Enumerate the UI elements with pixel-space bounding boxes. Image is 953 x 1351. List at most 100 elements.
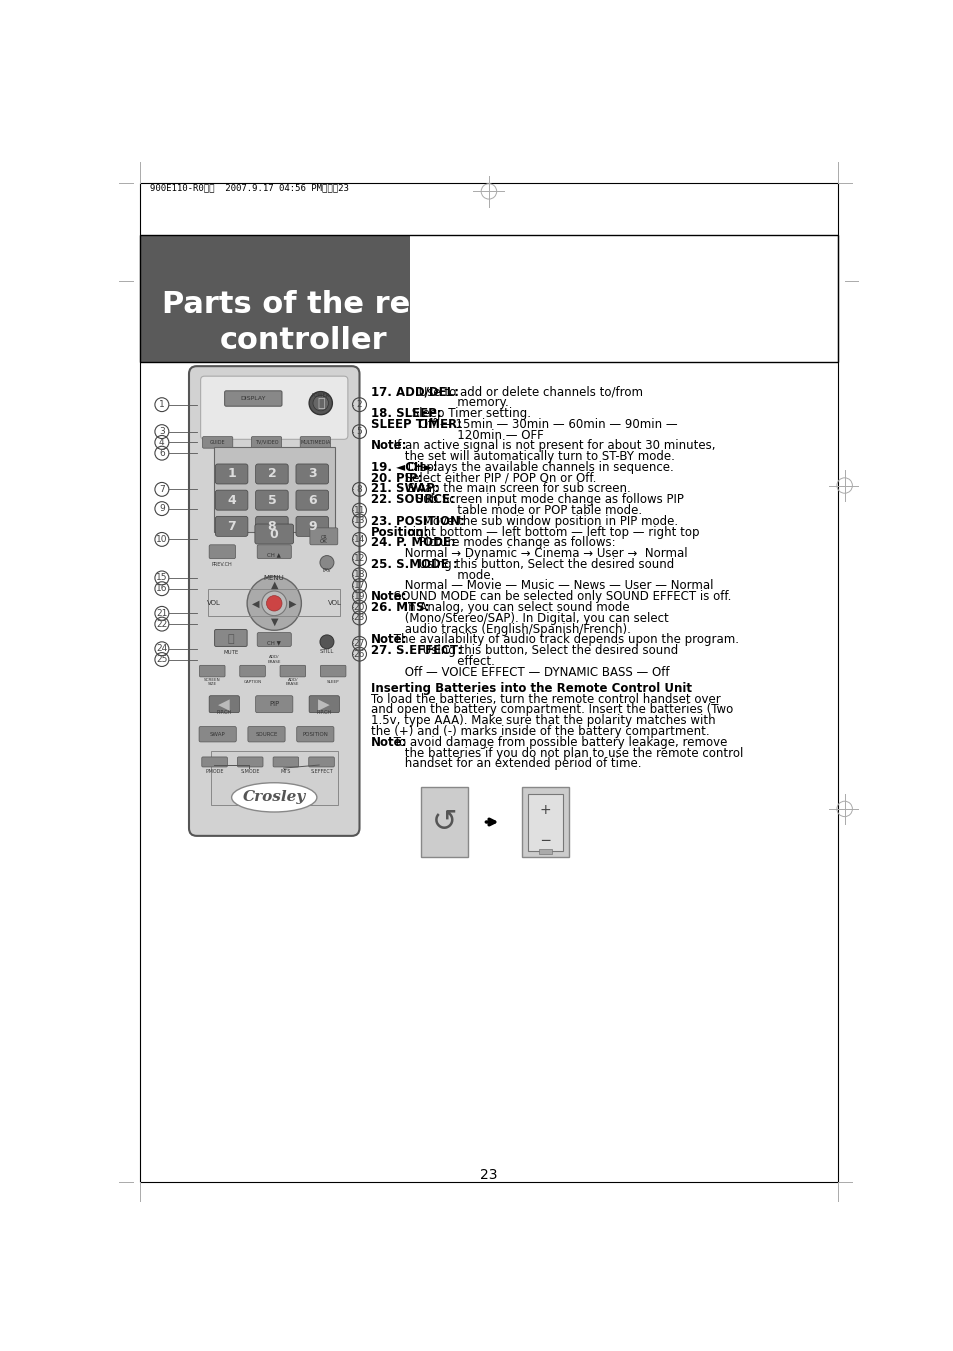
- Text: 13: 13: [354, 516, 365, 526]
- Text: Using this button, Select the desired sound: Using this button, Select the desired so…: [418, 644, 678, 657]
- FancyBboxPatch shape: [320, 665, 346, 677]
- FancyBboxPatch shape: [273, 757, 298, 767]
- Text: 1: 1: [227, 467, 235, 481]
- Text: 21. SWAP:: 21. SWAP:: [371, 482, 439, 496]
- Text: 22: 22: [156, 620, 168, 628]
- FancyBboxPatch shape: [199, 727, 236, 742]
- FancyBboxPatch shape: [248, 727, 285, 742]
- Bar: [538, 848, 551, 854]
- FancyBboxPatch shape: [295, 516, 328, 536]
- Text: 16: 16: [156, 584, 168, 593]
- Text: 2: 2: [356, 400, 362, 409]
- Text: Sub Screen input mode change as follows PIP: Sub Screen input mode change as follows …: [412, 493, 683, 507]
- Text: Note:: Note:: [371, 590, 407, 604]
- Text: SOUND MODE can be selected only SOUND EFFECT is off.: SOUND MODE can be selected only SOUND EF…: [389, 590, 730, 604]
- Text: To avoid damage from possible battery leakage, remove: To avoid damage from possible battery le…: [389, 736, 726, 748]
- Text: +: +: [539, 804, 551, 817]
- Text: Normal — Movie — Music — News — User — Normal: Normal — Movie — Music — News — User — N…: [371, 580, 713, 593]
- Text: 26. MTS:: 26. MTS:: [371, 601, 429, 613]
- Text: Select either PIP / POP On or Off.: Select either PIP / POP On or Off.: [400, 471, 596, 485]
- Text: 19: 19: [354, 592, 365, 601]
- Text: 12: 12: [354, 554, 365, 563]
- Text: 5: 5: [267, 493, 276, 507]
- Text: ▲: ▲: [271, 580, 277, 590]
- Text: 19. ◄CH►:: 19. ◄CH►:: [371, 461, 437, 474]
- FancyBboxPatch shape: [252, 436, 281, 449]
- Circle shape: [313, 396, 328, 411]
- Text: 3: 3: [159, 427, 165, 436]
- FancyBboxPatch shape: [202, 436, 233, 449]
- Text: the set will automatically turn to ST-BY mode.: the set will automatically turn to ST-BY…: [371, 450, 675, 463]
- Text: CH ▼: CH ▼: [267, 640, 281, 644]
- Text: memory.: memory.: [371, 396, 508, 409]
- Text: POWER: POWER: [312, 393, 330, 399]
- Text: MENU: MENU: [264, 576, 284, 581]
- FancyBboxPatch shape: [209, 544, 235, 559]
- Text: PREV.CH: PREV.CH: [212, 562, 233, 567]
- Text: 20. PIP:: 20. PIP:: [371, 471, 422, 485]
- Text: SCREEN
SIZE: SCREEN SIZE: [204, 678, 220, 686]
- Text: audio tracks (English/Spanish/French).: audio tracks (English/Spanish/French).: [371, 623, 630, 635]
- FancyBboxPatch shape: [300, 436, 330, 449]
- Text: 17: 17: [354, 581, 365, 590]
- Text: right bottom — left bottom — left top — right top: right bottom — left bottom — left top — …: [404, 526, 700, 539]
- Text: If an active signal is not present for about 30 minutes,: If an active signal is not present for a…: [389, 439, 715, 453]
- Text: effect.: effect.: [371, 655, 495, 667]
- Text: Position:: Position:: [371, 526, 429, 539]
- Text: 7: 7: [227, 520, 235, 532]
- Text: VOL: VOL: [328, 600, 341, 607]
- Text: POSITION: POSITION: [302, 732, 328, 736]
- Text: 120min — OFF: 120min — OFF: [371, 428, 543, 442]
- Bar: [140, 235, 410, 362]
- Circle shape: [247, 577, 301, 631]
- Text: 14: 14: [354, 535, 365, 544]
- FancyBboxPatch shape: [224, 390, 282, 407]
- Text: MULTIMEDIA: MULTIMEDIA: [300, 440, 330, 444]
- Text: CAPTION: CAPTION: [243, 680, 261, 684]
- Text: ⏻: ⏻: [316, 397, 324, 411]
- Text: ◀: ◀: [252, 598, 259, 608]
- FancyBboxPatch shape: [309, 757, 334, 767]
- Text: Sleep Timer setting.: Sleep Timer setting.: [408, 407, 531, 420]
- Text: 25: 25: [156, 655, 168, 665]
- Text: Normal → Dynamic → Cinema → User →  Normal: Normal → Dynamic → Cinema → User → Norma…: [371, 547, 687, 561]
- Text: TV/VIDEO: TV/VIDEO: [254, 440, 278, 444]
- Text: GUIDE: GUIDE: [210, 440, 225, 444]
- Text: To load the batteries, turn the remote control handset over: To load the batteries, turn the remote c…: [371, 693, 720, 705]
- Text: and open the battery compartment. Insert the batteries (Two: and open the battery compartment. Insert…: [371, 704, 733, 716]
- Ellipse shape: [232, 782, 316, 812]
- FancyBboxPatch shape: [296, 727, 334, 742]
- Text: DISPLAY: DISPLAY: [240, 396, 266, 401]
- FancyBboxPatch shape: [254, 524, 294, 544]
- Text: FAV: FAV: [322, 567, 331, 573]
- Text: the batteries if you do not plan to use the remote control: the batteries if you do not plan to use …: [371, 747, 742, 759]
- Circle shape: [266, 596, 282, 611]
- Circle shape: [319, 555, 334, 570]
- Text: 8: 8: [356, 485, 362, 494]
- Text: 21: 21: [156, 609, 168, 617]
- Text: ▶: ▶: [317, 697, 330, 712]
- Bar: [421, 788, 468, 857]
- Text: In Analog, you can select sound mode: In Analog, you can select sound mode: [400, 601, 629, 613]
- Text: the (+) and (-) marks inside of the battery compartment.: the (+) and (-) marks inside of the batt…: [371, 725, 709, 738]
- Circle shape: [309, 392, 332, 415]
- Text: Note:: Note:: [371, 634, 407, 646]
- Text: Use to add or delete channels to/from: Use to add or delete channels to/from: [415, 385, 642, 399]
- FancyBboxPatch shape: [214, 630, 247, 646]
- Text: 18: 18: [354, 570, 365, 580]
- Text: ↺: ↺: [432, 808, 457, 836]
- FancyBboxPatch shape: [255, 463, 288, 484]
- FancyBboxPatch shape: [309, 696, 339, 713]
- Text: 1: 1: [159, 400, 165, 409]
- Text: table mode or POP table mode.: table mode or POP table mode.: [371, 504, 641, 517]
- Text: 2: 2: [267, 467, 276, 481]
- FancyBboxPatch shape: [209, 696, 239, 713]
- Text: P.MODE: P.MODE: [205, 770, 224, 774]
- Text: CR: CR: [320, 535, 327, 540]
- Text: Picture modes change as follows:: Picture modes change as follows:: [415, 536, 616, 550]
- FancyBboxPatch shape: [257, 632, 291, 646]
- Text: Off — 15min — 30min — 60min — 90min —: Off — 15min — 30min — 60min — 90min —: [415, 417, 678, 431]
- Text: 4: 4: [227, 493, 235, 507]
- Text: ─: ─: [540, 835, 549, 848]
- Text: 9: 9: [159, 504, 165, 513]
